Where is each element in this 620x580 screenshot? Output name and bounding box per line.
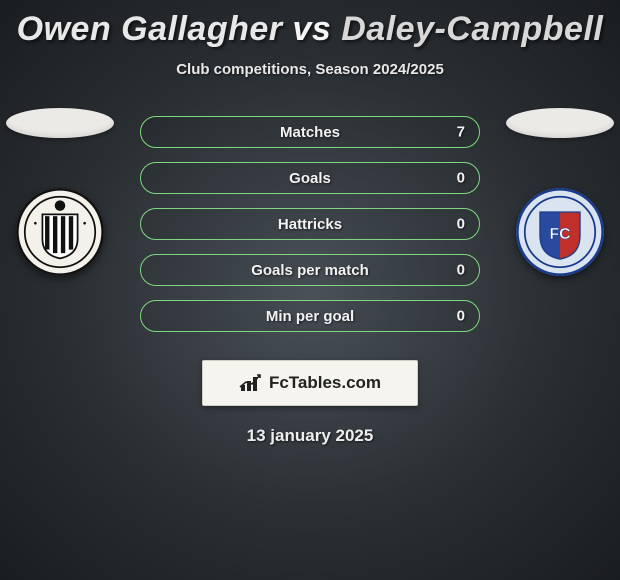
player1-side: [0, 108, 120, 276]
svg-text:FC: FC: [549, 226, 570, 243]
vs-text: vs: [292, 10, 331, 48]
stat-label: Matches: [280, 124, 340, 141]
stat-row-goals: Goals 0: [140, 162, 480, 194]
page-title: Owen Gallagher vs Daley-Campbell: [0, 0, 620, 49]
stat-label: Goals per match: [251, 262, 369, 279]
player1-club-crest: [16, 188, 104, 276]
player2-photo-placeholder: [506, 108, 614, 138]
date-label: 13 january 2025: [0, 426, 620, 446]
stat-value: 7: [457, 124, 465, 141]
comparison-panel: FC Matches 7 Goals 0 Hattricks 0 Goals p…: [0, 108, 620, 348]
stat-list: Matches 7 Goals 0 Hattricks 0 Goals per …: [140, 116, 480, 332]
subtitle: Club competitions, Season 2024/2025: [0, 61, 620, 78]
player1-photo-placeholder: [6, 108, 114, 138]
stat-value: 0: [457, 170, 465, 187]
player2-club-crest: FC: [516, 188, 604, 276]
stat-value: 0: [457, 216, 465, 233]
player1-name: Owen Gallagher: [17, 10, 283, 48]
stat-row-matches: Matches 7: [140, 116, 480, 148]
branding-text: FcTables.com: [269, 373, 381, 393]
bar-chart-icon: [239, 373, 263, 393]
player2-name: Daley-Campbell: [341, 10, 603, 48]
player2-side: FC: [500, 108, 620, 276]
stat-label: Hattricks: [278, 216, 342, 233]
stat-row-hattricks: Hattricks 0: [140, 208, 480, 240]
branding-badge: FcTables.com: [202, 360, 418, 406]
stat-label: Min per goal: [266, 308, 354, 325]
stat-value: 0: [457, 262, 465, 279]
stat-row-goals-per-match: Goals per match 0: [140, 254, 480, 286]
stat-label: Goals: [289, 170, 331, 187]
stat-value: 0: [457, 308, 465, 325]
stat-row-min-per-goal: Min per goal 0: [140, 300, 480, 332]
